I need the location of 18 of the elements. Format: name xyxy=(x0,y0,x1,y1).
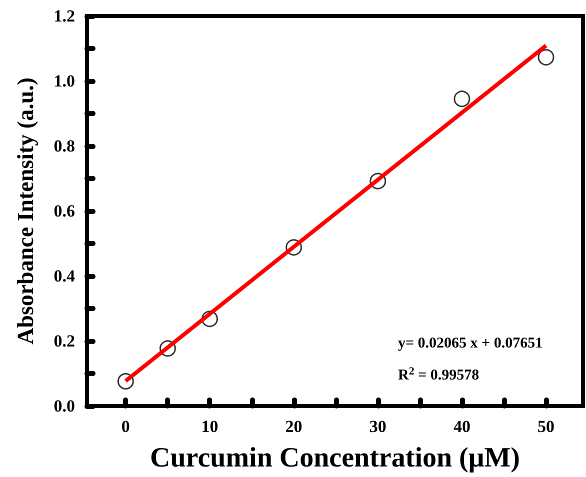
point xyxy=(454,90,470,108)
y-tick-label: 0.0 xyxy=(54,396,75,416)
x-tick-label: 10 xyxy=(201,417,218,436)
x-axis-title: Curcumin Concentration (μM) xyxy=(150,442,520,474)
x-tick-label: 50 xyxy=(538,417,555,436)
y-tick-label: 1.0 xyxy=(54,72,75,90)
y-tick-label: 0.4 xyxy=(54,266,76,286)
x-tick-label: 0 xyxy=(121,417,130,436)
x-tick-label: 40 xyxy=(453,417,470,436)
y-axis-title: Absorbance Intensity (a.u.) xyxy=(13,77,38,345)
y-tick-label: 1.2 xyxy=(54,6,75,26)
y-tick-label: 0.2 xyxy=(54,332,75,350)
y-tick-label: 0.6 xyxy=(54,202,75,220)
x-tick-label: 30 xyxy=(369,417,386,436)
y-tick-label: 0.8 xyxy=(54,136,75,156)
annotation: y= 0.02065 x + 0.07651 xyxy=(398,336,543,352)
point xyxy=(538,49,554,66)
x-tick-label: 20 xyxy=(285,417,302,436)
